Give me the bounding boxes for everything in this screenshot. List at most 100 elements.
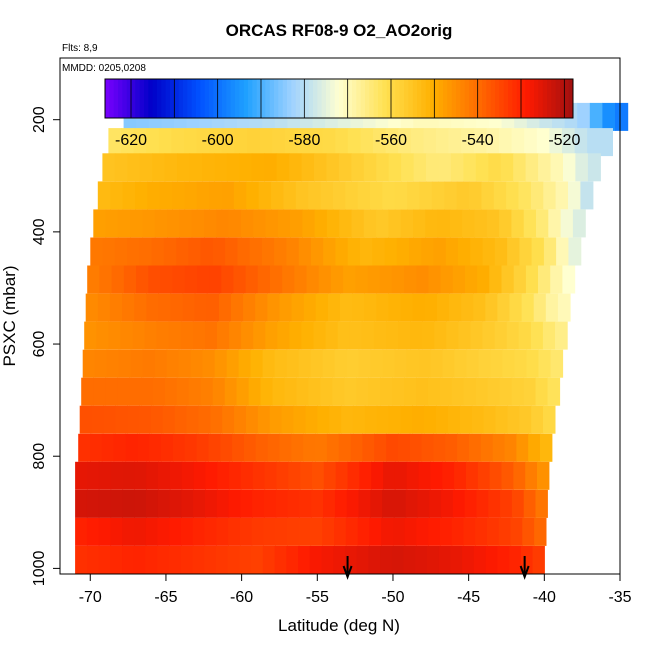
colorbar-swatch [356,79,362,118]
heatmap-cell [277,321,290,350]
colorbar-swatch [287,79,292,118]
heatmap-cell [352,405,366,434]
heatmap-cell [335,461,349,490]
colorbar-swatch [200,79,206,118]
heatmap-cell [286,349,300,378]
heatmap-cell [102,237,116,266]
heatmap-cell [139,153,153,182]
colorbar-tick-label: -540 [462,132,494,149]
colorbar-swatch [174,79,180,118]
heatmap-cell [163,237,177,266]
heatmap-cell [151,237,165,266]
heatmap-cell [506,321,520,350]
heatmap-cell [338,433,352,462]
heatmap-cell [433,433,446,462]
heatmap-cell [310,517,323,546]
heatmap-cell [139,237,153,266]
heatmap-cell [574,128,588,157]
heatmap-cell [555,181,569,210]
heatmap-cell [404,265,417,294]
heatmap-layer [75,546,545,574]
heatmap-cell [388,153,402,182]
heatmap-cell [493,181,507,210]
heatmap-cell [398,128,412,157]
heatmap-cell [391,546,405,574]
heatmap-cell [279,433,292,462]
heatmap-cell [277,209,291,238]
heatmap-cell [511,489,525,518]
heatmap-cell [490,349,504,378]
heatmap-cell [133,546,147,574]
heatmap-cell [501,461,514,490]
heatmap-cell [98,489,112,518]
heatmap-cell [260,377,274,406]
heatmap-cell [448,128,462,157]
heatmap-cell [457,433,470,462]
heatmap-cell [572,209,586,238]
heatmap-layer [93,209,586,238]
heatmap-cell [340,293,353,322]
colorbar-swatch [278,79,284,118]
heatmap-cell [504,433,517,462]
heatmap-cell [486,128,500,157]
heatmap-cell [394,181,408,210]
heatmap-cell [257,265,271,294]
heatmap-cell [255,433,269,462]
colorbar-swatch [178,79,184,118]
heatmap-cell [332,181,346,210]
heatmap-cell [157,546,170,574]
heatmap-cell [358,489,371,518]
heatmap-cell [451,377,465,406]
heatmap-cell [530,321,544,350]
heatmap-cell [428,517,441,546]
heatmap-cell [148,265,161,294]
heatmap-cell [547,377,561,406]
colorbar-swatch [105,79,110,118]
heatmap-cell [511,209,525,238]
heatmap-cell [184,433,198,462]
heatmap-cell [196,181,210,210]
heatmap-cell [401,153,415,182]
arrow-marker [342,556,353,580]
heatmap-cell [214,153,228,182]
heatmap-cell [202,349,216,378]
heatmap-cell [102,153,116,182]
heatmap-cell [215,546,229,574]
heatmap-cell [306,265,320,294]
heatmap-cell [170,293,184,322]
heatmap-cell [372,237,386,266]
colorbar-swatch [261,79,266,118]
heatmap-cell [127,405,140,434]
heatmap-cell [345,517,359,546]
heatmap-cell [545,293,559,322]
heatmap-cell [462,209,476,238]
heatmap-cell [415,546,428,574]
heatmap-cell [164,377,178,406]
colorbar-swatch [170,79,175,118]
heatmap-cell [466,461,479,490]
heatmap-cell [502,349,516,378]
heatmap-cell [154,209,168,238]
heatmap-cell [298,546,311,574]
heatmap-cell [253,209,267,238]
heatmap-cell [265,209,279,238]
heatmap-cell [475,517,488,546]
heatmap-cell [157,489,171,518]
heatmap-cell [409,433,423,462]
heatmap-cell [237,237,251,266]
heatmap-cell [147,181,161,210]
heatmap-cell [188,377,202,406]
heatmap-cell [248,377,262,406]
heatmap-cell [404,377,417,406]
heatmap-cell [361,321,375,350]
heatmap-cell [471,405,485,434]
heatmap-cell [208,433,221,462]
heatmap-cell [531,405,544,434]
heatmap-cell [216,209,230,238]
heatmap-cell [151,405,164,434]
colorbar-swatch [239,79,245,118]
heatmap-cell [134,461,147,490]
heatmap-cell [347,461,360,490]
heatmap-cell [240,461,254,490]
